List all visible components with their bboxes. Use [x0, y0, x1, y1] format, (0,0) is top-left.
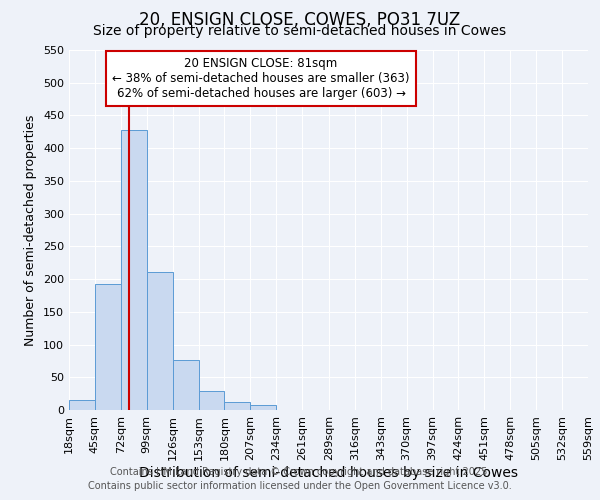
Bar [224, 402, 250, 410]
Bar [199, 391, 224, 410]
Bar [147, 272, 173, 410]
Text: 20 ENSIGN CLOSE: 81sqm
← 38% of semi-detached houses are smaller (363)
62% of se: 20 ENSIGN CLOSE: 81sqm ← 38% of semi-det… [112, 57, 410, 100]
Bar [95, 284, 121, 410]
Bar [250, 405, 276, 410]
Text: Size of property relative to semi-detached houses in Cowes: Size of property relative to semi-detach… [94, 24, 506, 38]
Bar [173, 360, 199, 410]
Text: Contains HM Land Registry data © Crown copyright and database right 2025.
Contai: Contains HM Land Registry data © Crown c… [88, 467, 512, 491]
Y-axis label: Number of semi-detached properties: Number of semi-detached properties [25, 114, 37, 346]
Text: 20, ENSIGN CLOSE, COWES, PO31 7UZ: 20, ENSIGN CLOSE, COWES, PO31 7UZ [139, 11, 461, 29]
Bar [121, 130, 147, 410]
X-axis label: Distribution of semi-detached houses by size in Cowes: Distribution of semi-detached houses by … [139, 466, 518, 479]
Bar [69, 400, 95, 410]
